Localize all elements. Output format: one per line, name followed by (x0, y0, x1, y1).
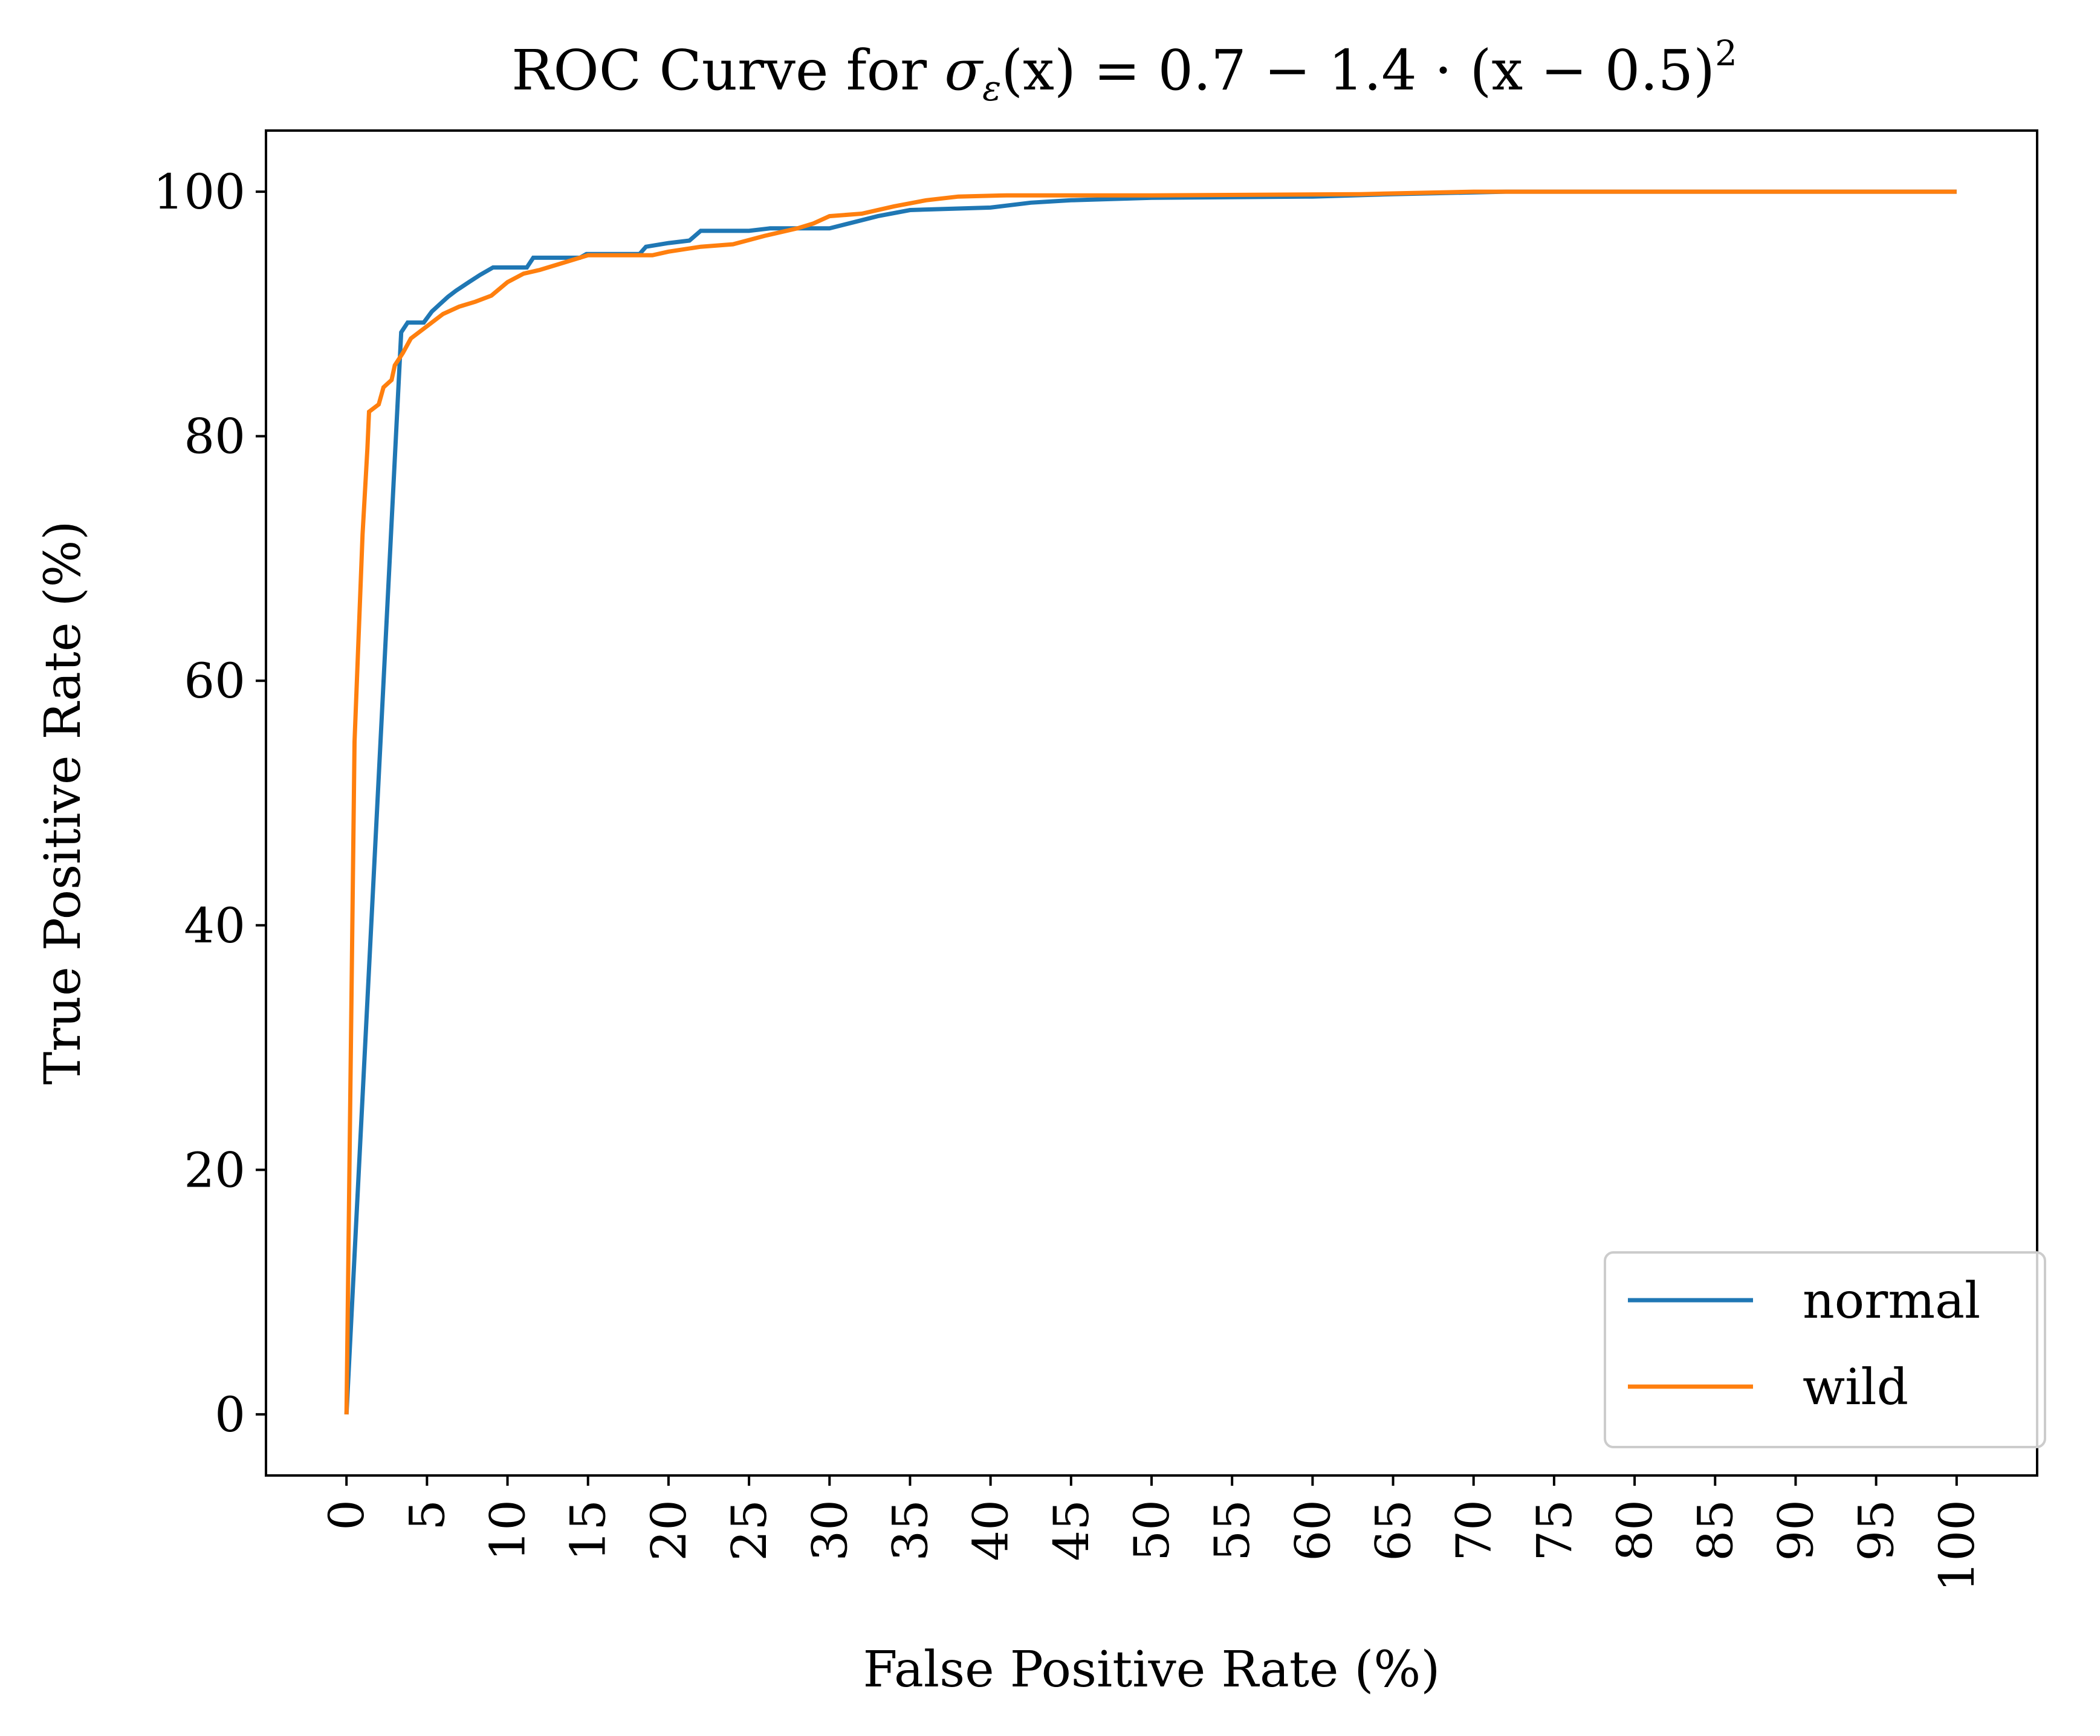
series-line-normal (344, 189, 1957, 1415)
y-tick-label: 40 (184, 898, 245, 954)
x-tick-label: 70 (1446, 1500, 1502, 1561)
x-tick-label: 80 (1607, 1500, 1663, 1561)
y-axis: 0 20 40 60 80 100 (153, 164, 266, 1443)
x-tick-label: 10 (480, 1500, 536, 1561)
x-tick-label: 35 (882, 1500, 938, 1561)
x-tick-label: 45 (1043, 1500, 1100, 1561)
series-line-wild (344, 189, 1957, 1414)
x-tick-label: 65 (1366, 1500, 1422, 1561)
legend-label-normal: normal (1803, 1272, 1980, 1330)
x-tick-label: 100 (1929, 1500, 1985, 1592)
x-tick-label: 90 (1768, 1500, 1824, 1561)
x-tick-label: 50 (1124, 1500, 1180, 1561)
x-tick-label: 0 (319, 1500, 375, 1530)
legend: normal wild (1604, 1251, 2046, 1448)
chart-title: ROC Curve for σε(x) = 0.7 − 1.4 · (x − 0… (511, 33, 1737, 109)
legend-label-wild: wild (1803, 1359, 1908, 1416)
y-tick-label: 20 (184, 1142, 245, 1198)
x-tick-label: 20 (641, 1500, 697, 1561)
x-tick-label: 55 (1204, 1500, 1260, 1561)
y-tick-label: 0 (215, 1387, 245, 1443)
x-tick-label: 60 (1285, 1500, 1341, 1561)
y-tick-label: 80 (184, 409, 245, 465)
x-tick-label: 30 (802, 1500, 858, 1561)
y-axis-label: True Positive Rate (%) (34, 521, 92, 1085)
x-axis: 0 5 10 15 20 25 30 35 40 45 50 55 60 65 70 75 80 85 90 95 10… (319, 1475, 1985, 1592)
x-tick-label: 75 (1526, 1500, 1583, 1561)
x-tick-label: 40 (963, 1500, 1019, 1561)
x-axis-label: False Positive Rate (%) (863, 1641, 1441, 1699)
plot-area (344, 189, 1957, 1415)
x-tick-label: 95 (1849, 1500, 1905, 1561)
x-tick-label: 15 (560, 1500, 617, 1561)
x-tick-label: 85 (1687, 1500, 1743, 1561)
x-tick-label: 25 (721, 1500, 777, 1561)
y-tick-label: 100 (153, 164, 245, 220)
y-tick-label: 60 (184, 653, 245, 709)
x-tick-label: 5 (399, 1500, 455, 1530)
